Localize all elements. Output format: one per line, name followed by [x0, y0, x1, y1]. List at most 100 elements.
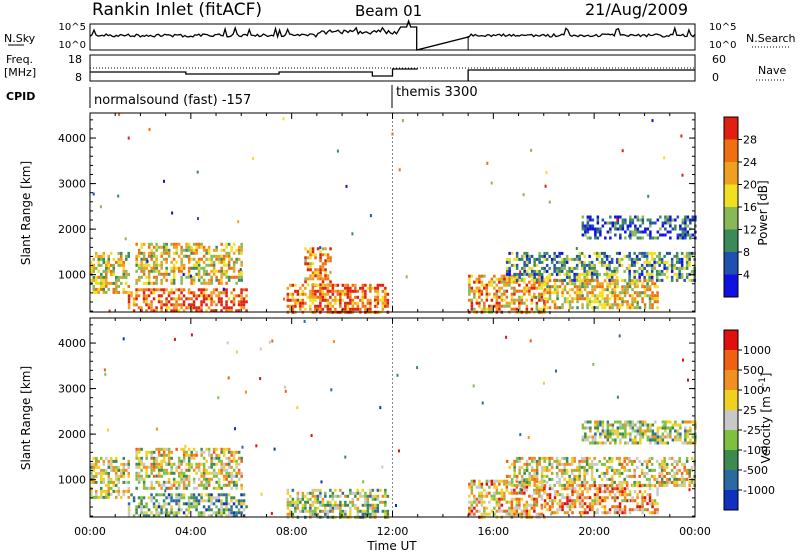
- echo-cell: [222, 450, 226, 454]
- echo-cell: [495, 307, 499, 311]
- y-tick-label: 3000: [58, 178, 86, 191]
- echo-cell: [90, 266, 93, 270]
- echo-cell: [681, 420, 685, 424]
- echo-cell: [588, 462, 591, 466]
- echo-cell: [220, 278, 223, 282]
- echo-cell: [618, 303, 622, 307]
- echo-cell: [237, 471, 241, 475]
- echo-cell: [566, 493, 569, 497]
- echo-cell: [565, 272, 569, 276]
- echo-cell: [319, 503, 322, 507]
- echo-cell: [177, 459, 181, 463]
- echo-cell: [583, 502, 587, 506]
- echo-cell: [130, 291, 133, 295]
- echo-cell: [125, 480, 128, 484]
- echo-cell: [643, 260, 646, 264]
- echo-cell: [560, 483, 564, 487]
- echo-cell: [185, 248, 188, 252]
- echo-cell: [530, 456, 534, 460]
- echo-cell: [239, 268, 242, 271]
- echo-cell: [591, 288, 594, 292]
- echo-cell: [573, 257, 576, 261]
- echo-cell: [685, 477, 689, 481]
- echo-cell: [594, 423, 597, 427]
- echo-cell: [165, 486, 168, 490]
- echo-cell: [545, 465, 549, 469]
- echo-cell: [309, 289, 312, 293]
- echo-cell: [140, 505, 143, 509]
- echo-cell: [137, 502, 141, 506]
- echo-cell: [180, 493, 183, 497]
- echo-cell: [100, 474, 103, 478]
- echo-cell: [621, 291, 624, 295]
- echo-cell: [664, 420, 667, 424]
- echo-cell: [122, 468, 125, 472]
- echo-cell: [177, 511, 181, 515]
- echo-cell: [645, 459, 649, 463]
- echo-cell: [620, 278, 624, 282]
- echo-cell: [165, 257, 168, 261]
- echo-cell: [478, 304, 481, 308]
- echo-cell: [225, 514, 228, 518]
- echo-cell: [190, 297, 193, 301]
- echo-cell: [523, 485, 526, 489]
- echo-cell: [395, 504, 397, 507]
- echo-cell: [581, 227, 585, 231]
- echo-cell: [182, 483, 186, 487]
- echo-cell: [220, 499, 223, 503]
- echo-cell: [611, 288, 614, 292]
- time-xlabel: Time UT: [366, 539, 417, 553]
- echo-cell: [117, 260, 120, 264]
- echo-cell: [200, 483, 203, 487]
- echo-cell: [485, 307, 489, 311]
- echo-cell: [625, 266, 629, 270]
- echo-cell: [291, 283, 295, 287]
- echo-cell: [596, 306, 599, 310]
- echo-cell: [542, 381, 545, 385]
- echo-cell: [200, 281, 203, 285]
- echo-cell: [212, 471, 216, 475]
- echo-cell: [306, 262, 310, 266]
- echo-cell: [200, 288, 203, 292]
- echo-cell: [222, 447, 226, 451]
- echo-cell: [155, 462, 158, 466]
- echo-cell: [626, 227, 630, 231]
- echo-cell: [626, 282, 629, 286]
- echo-cell: [601, 484, 604, 488]
- echo-cell: [553, 257, 556, 261]
- echo-cell: [107, 474, 110, 478]
- echo-cell: [225, 477, 228, 481]
- echo-cell: [210, 514, 213, 518]
- echo-cell: [565, 260, 569, 264]
- echo-cell: [470, 482, 474, 486]
- echo-cell: [314, 298, 317, 302]
- echo-cell: [626, 224, 630, 228]
- echo-cell: [603, 471, 606, 475]
- echo-cell: [543, 474, 546, 478]
- echo-cell: [304, 503, 307, 507]
- echo-cell: [212, 248, 216, 252]
- echo-cell: [324, 295, 327, 299]
- echo-cell: [654, 441, 657, 445]
- echo-cell: [321, 509, 325, 513]
- echo-cell: [591, 502, 594, 506]
- echo-cell: [241, 445, 244, 449]
- echo-cell: [576, 300, 579, 304]
- echo-cell: [651, 294, 654, 298]
- echo-cell: [147, 294, 151, 298]
- echo-cell: [570, 480, 574, 484]
- echo-cell: [120, 462, 123, 466]
- echo-cell: [688, 278, 691, 282]
- echo-cell: [684, 230, 687, 234]
- echo-cell: [135, 471, 138, 475]
- echo-cell: [518, 456, 521, 460]
- echo-cell: [242, 493, 246, 497]
- echo-cell: [319, 274, 322, 278]
- echo-cell: [160, 266, 163, 270]
- echo-cell: [676, 233, 680, 237]
- echo-cell: [230, 480, 233, 484]
- echo-cell: [316, 512, 320, 516]
- echo-cell: [601, 429, 605, 433]
